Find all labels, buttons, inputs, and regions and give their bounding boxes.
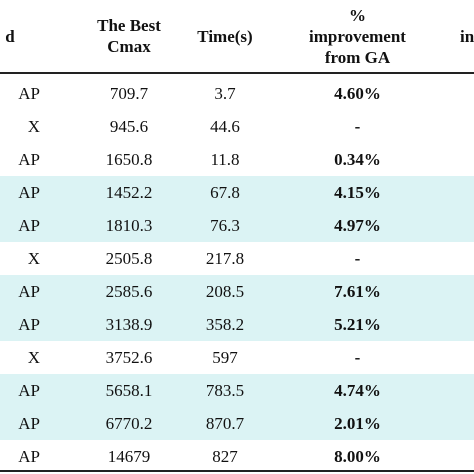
cell-best-cmax: 1650.8 <box>105 150 153 169</box>
cell-best-cmax: 2505.8 <box>105 249 153 268</box>
header-method: d <box>0 0 20 72</box>
cell-improvement: 2.01% <box>334 414 381 433</box>
header-rule <box>0 72 474 74</box>
cell-time: 67.8 <box>210 183 240 202</box>
cell-best-cmax: 1452.2 <box>105 183 153 202</box>
cell-improvement: 4.97% <box>334 216 381 235</box>
header-method-text: d <box>5 26 15 46</box>
table-row: AP 1452.2 67.8 4.15% <box>0 176 474 209</box>
header-improvement-line1: % <box>349 5 366 25</box>
table-row: AP 14679 827 8.00% <box>0 440 474 473</box>
header-last: in <box>460 0 474 72</box>
table-row: X 2505.8 217.8 - <box>0 242 474 275</box>
cell-improvement: 4.74% <box>334 381 381 400</box>
table-row: X 945.6 44.6 - <box>0 110 474 143</box>
cell-time: 217.8 <box>205 249 245 268</box>
cell-method: AP <box>18 183 40 202</box>
cell-best-cmax: 3138.9 <box>105 315 153 334</box>
cell-best-cmax: 6770.2 <box>105 414 153 433</box>
table-header: d The Best Cmax Time(s) % improvement fr… <box>0 0 474 72</box>
cell-best-cmax: 14679 <box>107 447 151 466</box>
cell-improvement: - <box>354 117 361 136</box>
header-best-cmax: The Best Cmax <box>70 0 188 72</box>
cell-best-cmax: 2585.6 <box>105 282 153 301</box>
cell-method: X <box>27 249 40 268</box>
cell-method: AP <box>18 447 40 466</box>
cell-improvement: 8.00% <box>334 447 381 466</box>
cell-time: 827 <box>212 447 238 466</box>
cell-method: AP <box>18 282 40 301</box>
table-row: AP 3138.9 358.2 5.21% <box>0 308 474 341</box>
table-row: AP 2585.6 208.5 7.61% <box>0 275 474 308</box>
cell-method: AP <box>18 150 40 169</box>
cell-time: 208.5 <box>205 282 245 301</box>
cell-best-cmax: 1810.3 <box>105 216 153 235</box>
cell-improvement: - <box>354 348 361 367</box>
cell-time: 870.7 <box>205 414 245 433</box>
cell-improvement: 5.21% <box>334 315 381 334</box>
cell-method: AP <box>18 84 40 103</box>
header-time: Time(s) <box>170 0 280 72</box>
cell-best-cmax: 945.6 <box>109 117 149 136</box>
cell-method: X <box>27 117 40 136</box>
cell-time: 44.6 <box>210 117 240 136</box>
header-best-cmax-line2: Cmax <box>107 37 151 56</box>
table-row: X 3752.6 597 - <box>0 341 474 374</box>
cell-method: AP <box>18 315 40 334</box>
cell-time: 3.7 <box>214 84 236 103</box>
header-improvement-line3: from GA <box>324 47 391 67</box>
cell-time: 76.3 <box>210 216 240 235</box>
table-row: AP 1810.3 76.3 4.97% <box>0 209 474 242</box>
cell-best-cmax: 709.7 <box>109 84 149 103</box>
table-row: AP 1650.8 11.8 0.34% <box>0 143 474 176</box>
cell-time: 11.8 <box>210 150 240 169</box>
cell-method: AP <box>18 381 40 400</box>
bottom-rule <box>0 470 474 472</box>
cell-improvement: - <box>354 249 361 268</box>
cell-method: X <box>27 348 40 367</box>
cell-method: AP <box>18 414 40 433</box>
header-improvement: % improvement from GA <box>295 0 420 72</box>
cell-improvement: 4.60% <box>334 84 381 103</box>
header-last-text: in <box>460 26 474 46</box>
cell-improvement: 4.15% <box>334 183 381 202</box>
header-time-text: Time(s) <box>197 26 253 46</box>
cell-method: AP <box>18 216 40 235</box>
cell-best-cmax: 3752.6 <box>105 348 153 367</box>
table-row: AP 709.7 3.7 4.60% <box>0 77 474 110</box>
table-row: AP 6770.2 870.7 2.01% <box>0 407 474 440</box>
cell-improvement: 0.34% <box>334 150 381 169</box>
header-improvement-line2: improvement <box>309 26 406 46</box>
header-best-cmax-line1: The Best <box>97 16 161 35</box>
cell-best-cmax: 5658.1 <box>105 381 153 400</box>
table-row: AP 5658.1 783.5 4.74% <box>0 374 474 407</box>
cell-time: 358.2 <box>205 315 245 334</box>
cell-time: 783.5 <box>205 381 245 400</box>
cell-improvement: 7.61% <box>334 282 381 301</box>
cell-time: 597 <box>212 348 238 367</box>
